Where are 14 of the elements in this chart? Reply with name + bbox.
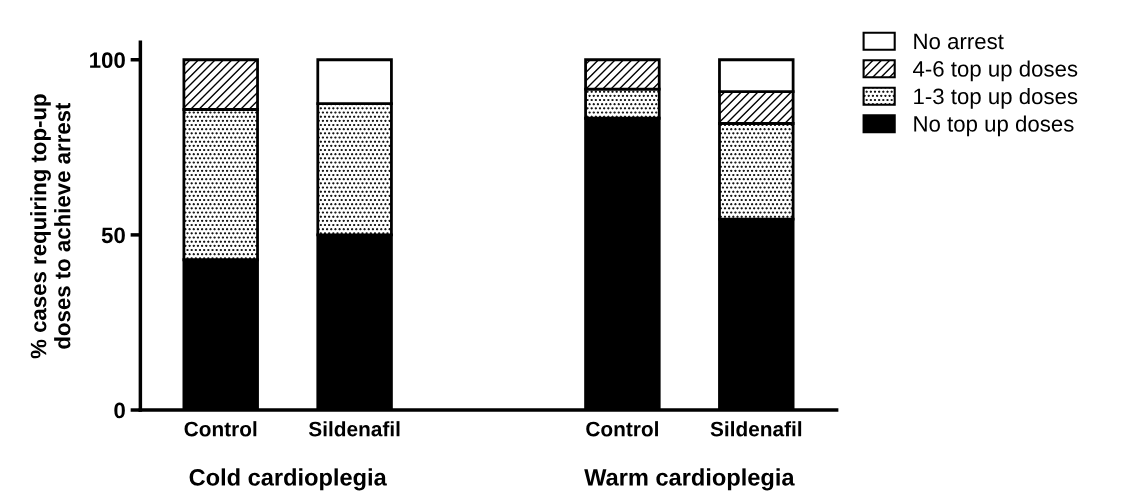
x-tick-label: Sildenafil [710,421,802,437]
legend-label: No top up doses [914,115,1074,137]
legend-label: No arrest [914,33,1004,50]
y-tick-label: 100 [90,52,125,69]
text: Cold cardioplegia [189,468,387,491]
legend-label: 4-6 top up doses [913,60,1078,82]
x-tick-label: Sildenafil [308,421,400,437]
y-tick-label: 50 [101,227,125,244]
y-tick-label: 0 [114,402,125,419]
text: Warm cardioplegia [584,468,795,491]
x-tick-label: Control [184,421,257,437]
y-axis-title: % cases requiring top-up doses to achieve arrest [30,94,71,359]
x-tick-label: Control [586,421,658,437]
legend-label: 1-3 top up doses [914,87,1078,109]
